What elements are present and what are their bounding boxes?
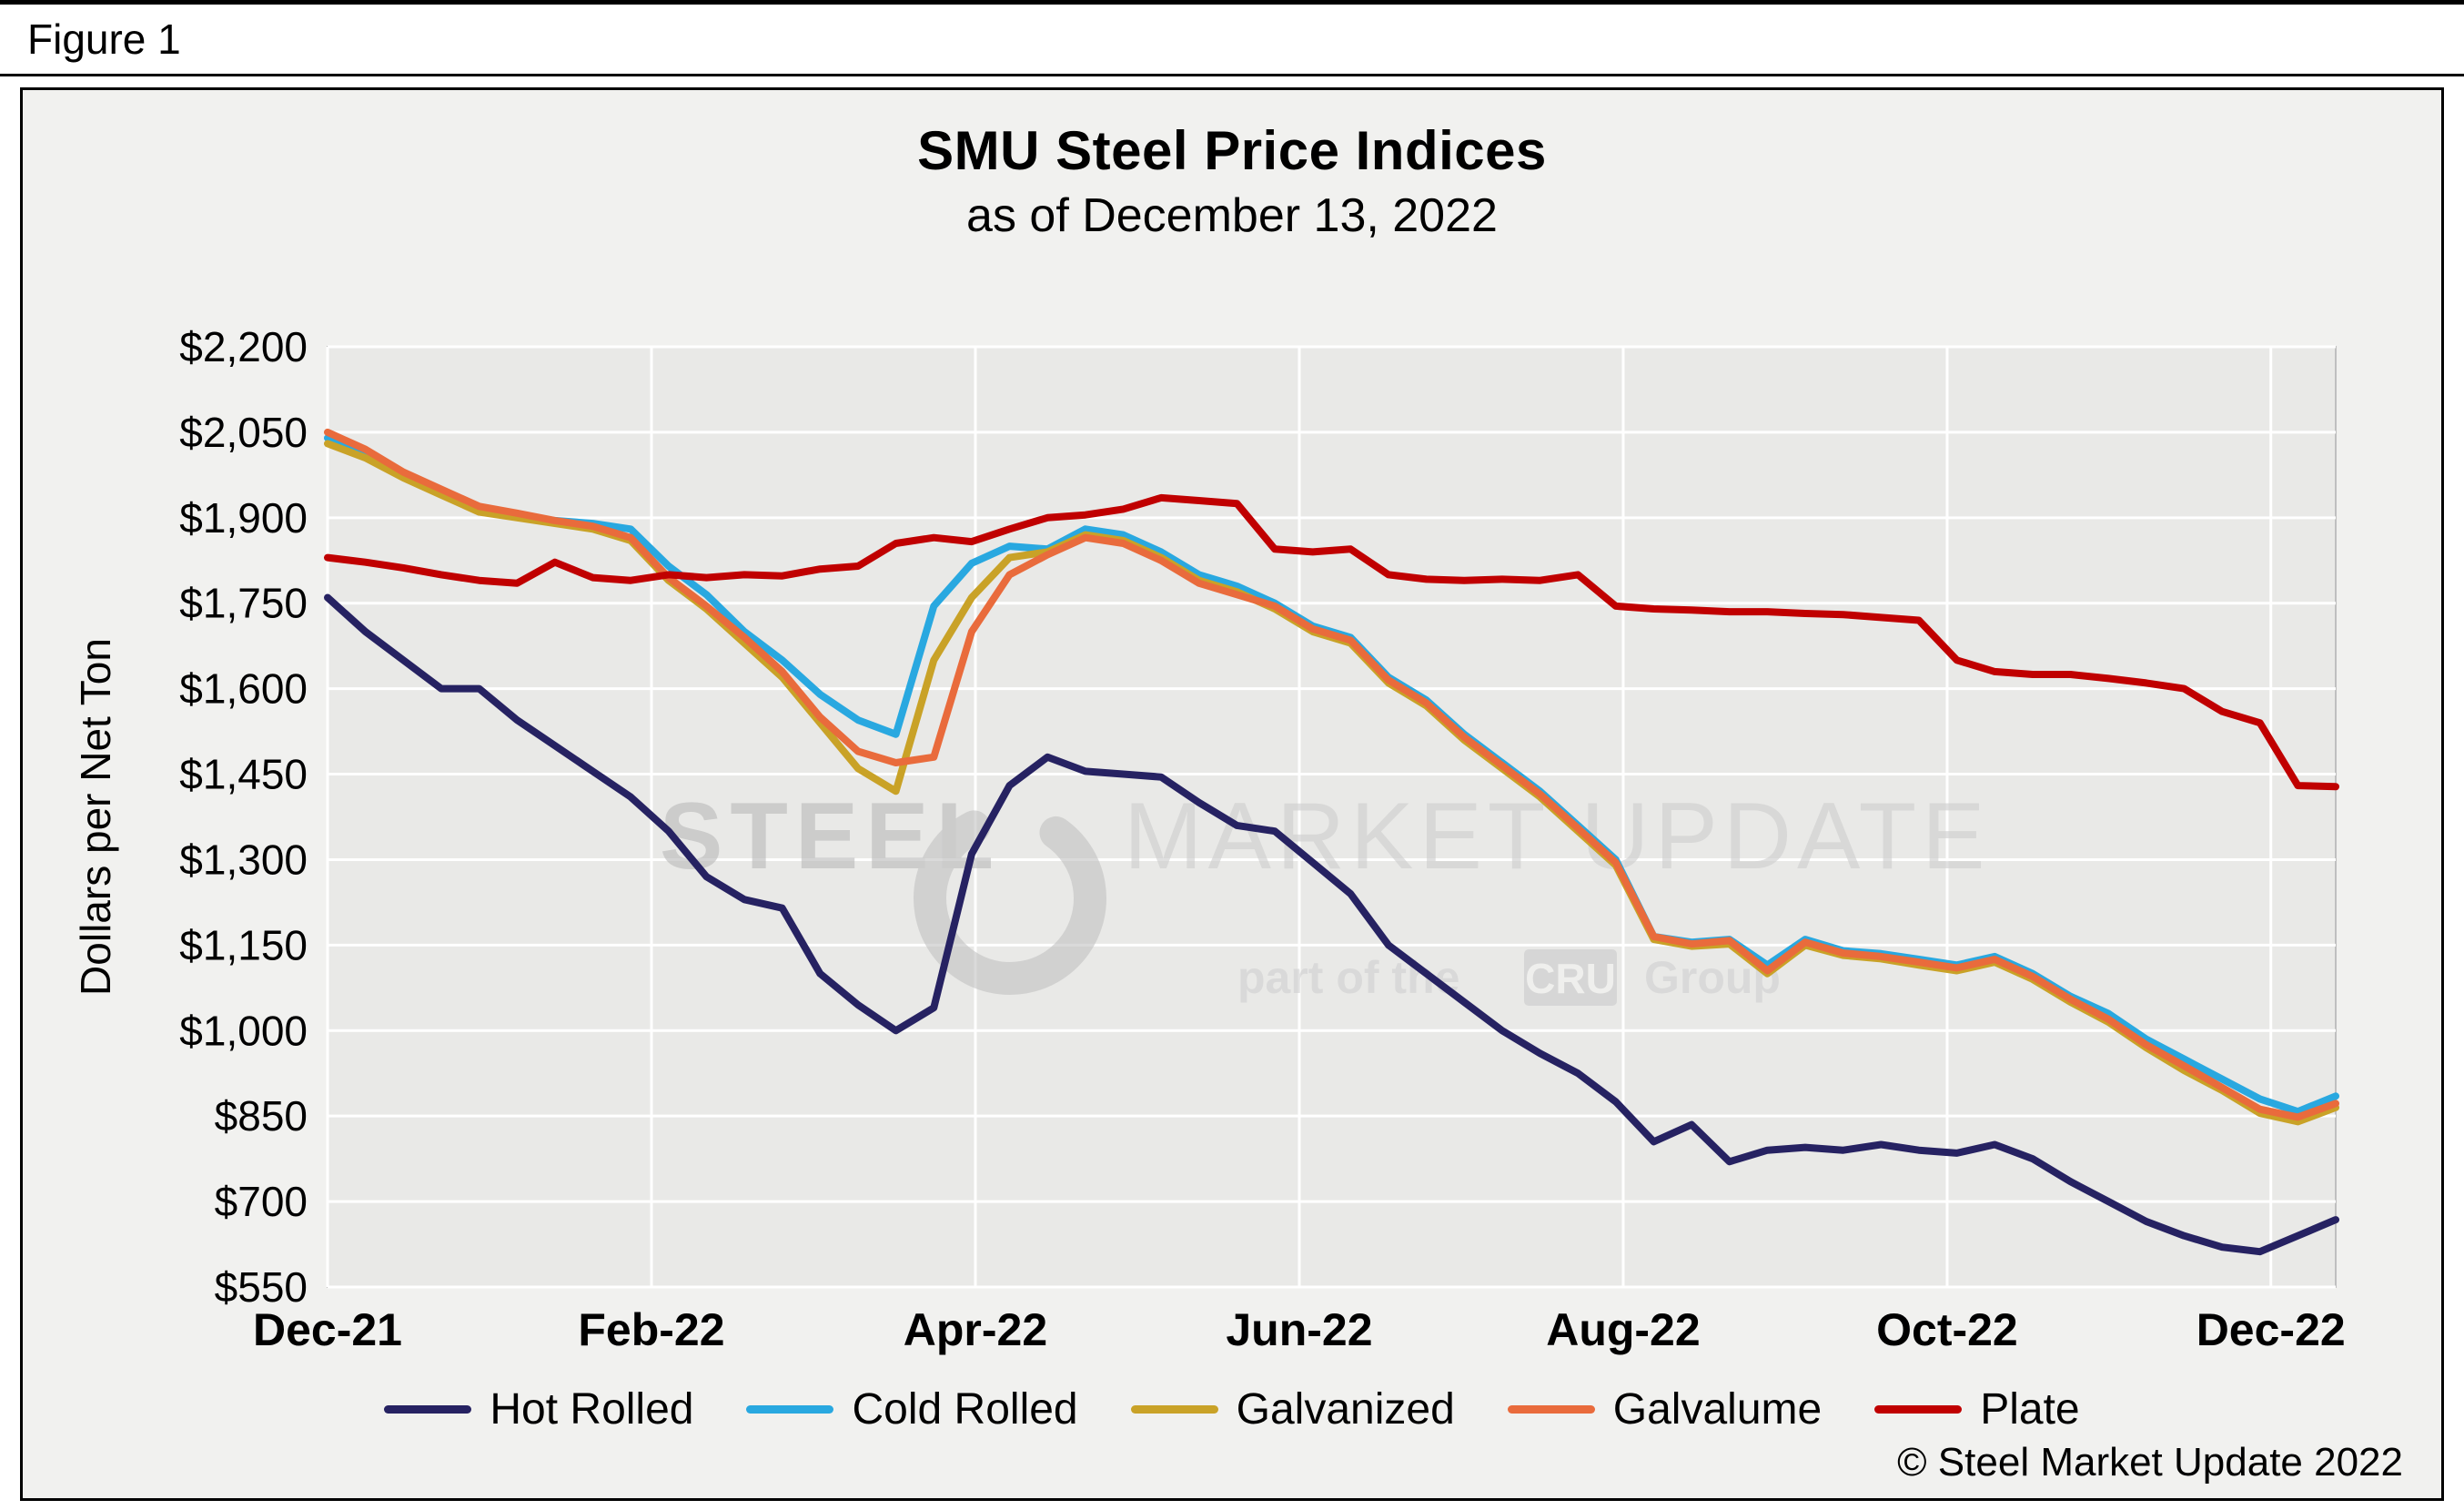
- watermark-part-of-the-text: part of the: [1237, 952, 1459, 1003]
- y-tick-label: $2,200: [179, 323, 308, 370]
- y-tick-label: $2,050: [179, 409, 308, 456]
- watermark-market-update-text: MARKET UPDATE: [1124, 784, 1991, 889]
- chart-subtitle: as of December 13, 2022: [966, 189, 1498, 242]
- watermark-cru-logo: [1524, 949, 1617, 1006]
- y-tick-label: $700: [215, 1178, 308, 1225]
- legend-label-hot-rolled: Hot Rolled: [490, 1385, 694, 1434]
- x-tick-label: Feb-22: [578, 1304, 724, 1355]
- y-tick-label: $1,900: [179, 494, 308, 542]
- legend-swatch-plate: [1874, 1405, 1963, 1414]
- legend-swatch-hot-rolled: [384, 1405, 472, 1414]
- figure-label: Figure 1: [27, 15, 181, 63]
- legend-swatch-galvalume: [1507, 1405, 1595, 1414]
- watermark-crescent-icon: [914, 802, 1106, 995]
- y-tick-label: $850: [215, 1092, 308, 1140]
- y-tick-label: $1,300: [179, 836, 308, 883]
- x-tick-label: Dec-22: [2196, 1304, 2346, 1355]
- y-axis-title: Dollars per Net Ton: [72, 638, 119, 996]
- plot-area: [327, 346, 2337, 1288]
- x-tick-label: Jun-22: [1226, 1304, 1372, 1355]
- legend-label-galvalume: Galvalume: [1612, 1385, 1823, 1434]
- y-tick-label: $1,450: [179, 751, 308, 798]
- legend-label-galvanized: Galvanized: [1236, 1385, 1455, 1434]
- legend-item-plate: Plate: [1874, 1384, 2080, 1434]
- y-tick-label: $550: [215, 1263, 308, 1311]
- chart-title: SMU Steel Price Indices: [917, 120, 1547, 181]
- figure-label-bar: Figure 1: [0, 0, 2464, 76]
- legend-item-galvalume: Galvalume: [1507, 1384, 1823, 1434]
- x-tick-label: Aug-22: [1546, 1304, 1700, 1355]
- y-tick-label: $1,750: [179, 580, 308, 627]
- y-tick-label: $1,150: [179, 921, 308, 968]
- price-chart-svg: $550 $700 $850 $1,000 $1,150 $1,300 $1,450 $1,6…: [72, 323, 2346, 1355]
- legend-swatch-cold-rolled: [746, 1405, 834, 1414]
- legend-item-hot-rolled: Hot Rolled: [384, 1384, 693, 1434]
- copyright-text: © Steel Market Update 2022: [1897, 1440, 2403, 1485]
- legend-swatch-galvanized: [1130, 1405, 1218, 1414]
- y-tick-label: $1,000: [179, 1007, 308, 1054]
- legend-item-cold-rolled: Cold Rolled: [746, 1384, 1078, 1434]
- series-line-galvalume: [324, 428, 2339, 1121]
- watermark-steel-text: STEEL: [660, 784, 1001, 889]
- series-line-plate: [324, 493, 2339, 791]
- legend: Hot Rolled Cold Rolled Galvanized Galvalume…: [23, 1384, 2441, 1434]
- x-tick-label: Apr-22: [904, 1304, 1047, 1355]
- legend-label-cold-rolled: Cold Rolled: [852, 1385, 1078, 1434]
- legend-label-plate: Plate: [1980, 1385, 2080, 1434]
- series-line-hot-rolled: [324, 593, 2339, 1256]
- chart-container: $550 $700 $850 $1,000 $1,150 $1,300 $1,450 $1,6…: [20, 87, 2444, 1501]
- legend-item-galvanized: Galvanized: [1130, 1384, 1455, 1434]
- x-tick-label: Dec-21: [253, 1304, 402, 1355]
- y-tick-label: $1,600: [179, 665, 308, 713]
- watermark-cru-text: CRU: [1525, 955, 1616, 1002]
- x-tick-label: Oct-22: [1876, 1304, 2018, 1355]
